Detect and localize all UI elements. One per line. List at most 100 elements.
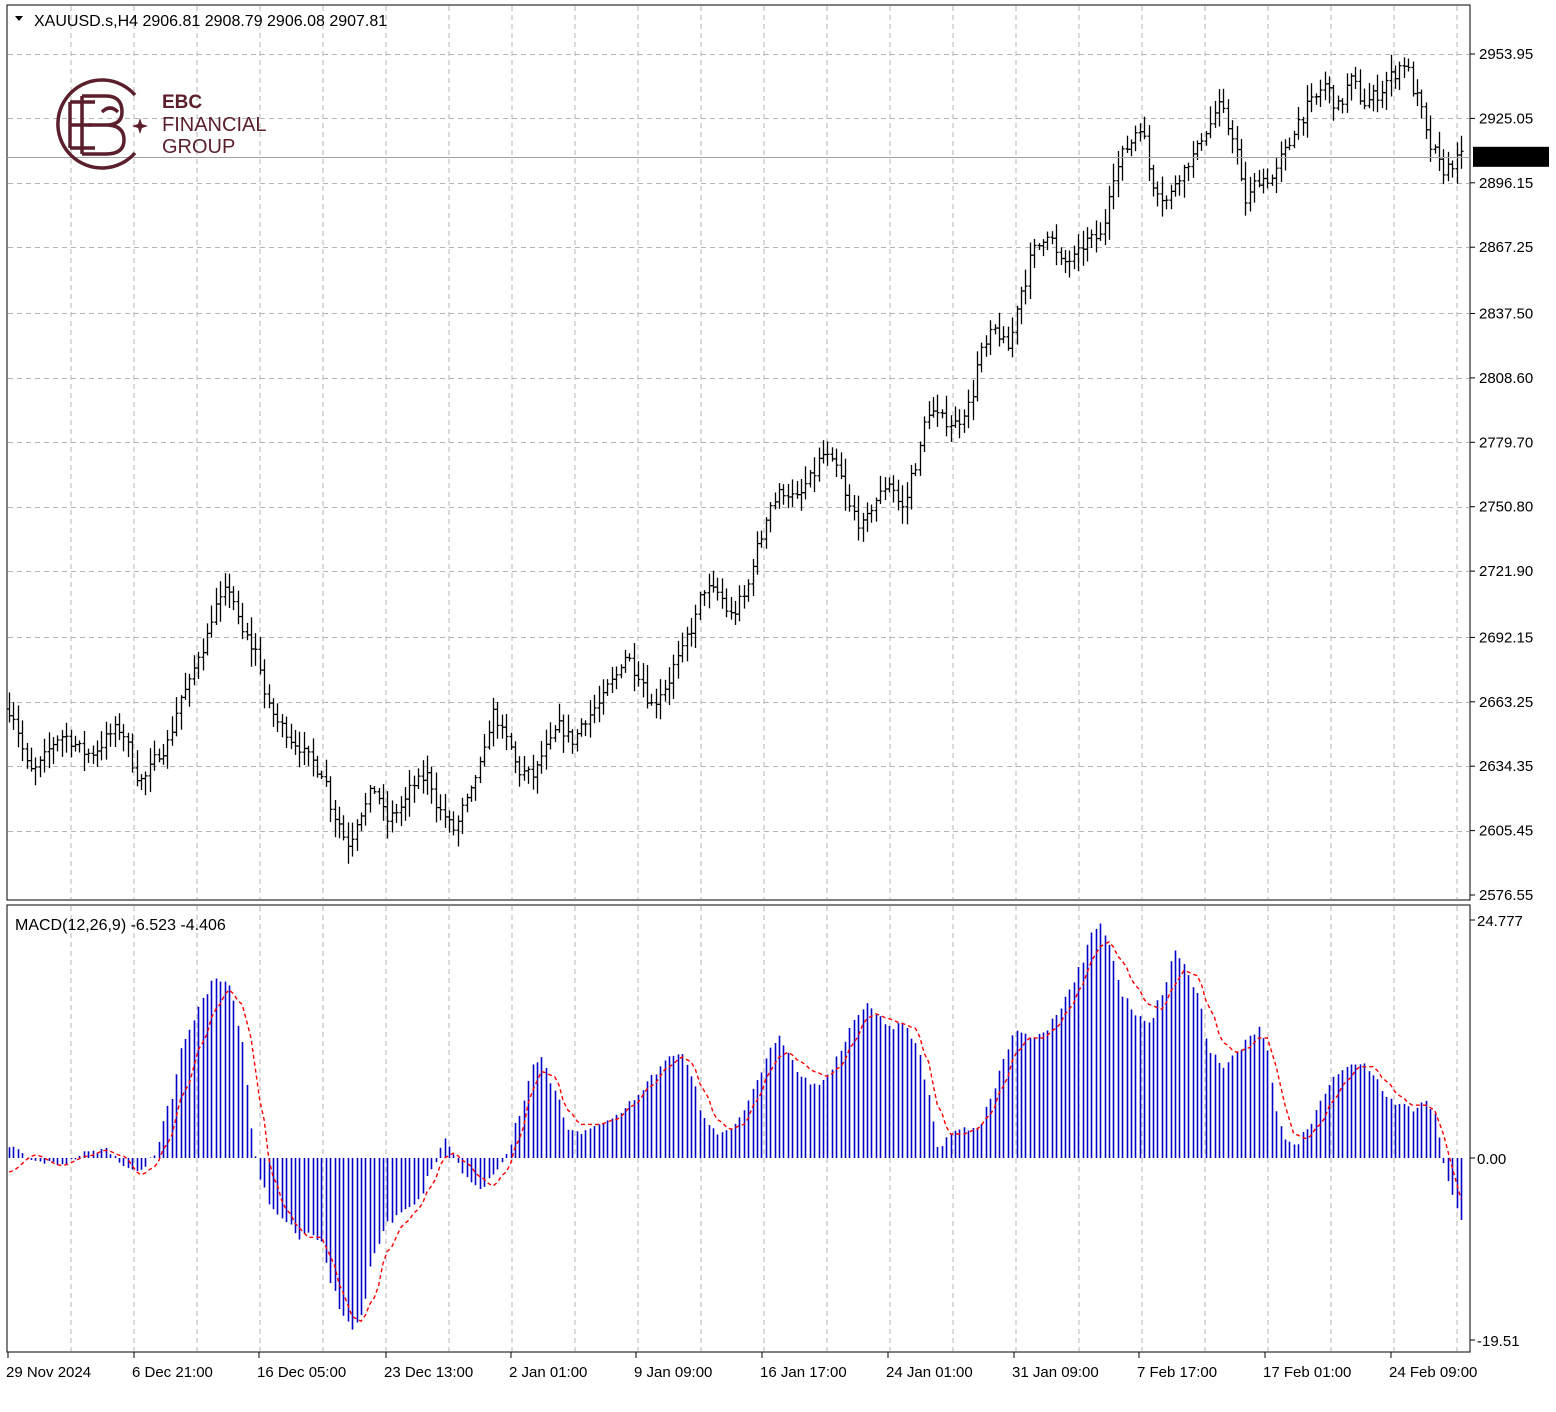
price-bars <box>7 54 1464 864</box>
price-bar <box>896 479 901 511</box>
sparkle-icon <box>132 118 148 134</box>
price-bar <box>1358 69 1363 105</box>
price-bar <box>583 720 588 737</box>
price-axis: 2953.95 2925.05 2896.15 2867.25 2837.50 2808.… <box>1470 46 1533 904</box>
price-bar <box>1173 175 1178 197</box>
macd-panel-frame <box>6 904 1471 1353</box>
price-bar <box>64 722 69 753</box>
price-bar <box>1411 61 1416 97</box>
price-bar <box>922 416 927 452</box>
time-tick-label: 31 Jan 09:00 <box>1012 1364 1099 1381</box>
price-bar <box>333 799 338 838</box>
price-bar <box>421 760 426 794</box>
price-bar <box>1331 84 1336 121</box>
price-bar <box>1336 95 1341 111</box>
price-bar <box>227 573 232 609</box>
price-bar <box>416 768 421 790</box>
price-bar <box>324 759 329 787</box>
price-bar <box>645 665 650 709</box>
price-bar <box>500 714 505 739</box>
price-bar <box>16 705 21 748</box>
price-bar <box>473 775 478 801</box>
price-bar <box>790 479 795 507</box>
price-bar <box>1450 160 1455 178</box>
price-bar <box>1089 229 1094 248</box>
price-bar <box>135 750 140 787</box>
price-bar <box>883 477 888 501</box>
price-bar <box>143 771 148 796</box>
price-bar <box>1279 141 1284 182</box>
price-bar <box>390 800 395 833</box>
price-bar <box>20 720 25 762</box>
price-bar <box>337 806 342 839</box>
price-bar <box>755 531 760 575</box>
price-bar <box>847 484 852 512</box>
price-bar <box>1186 162 1191 182</box>
price-bar <box>42 738 47 773</box>
price-bar <box>566 714 571 743</box>
price-bar <box>1045 231 1050 251</box>
price-bar <box>1169 184 1174 210</box>
price-bar <box>434 772 439 823</box>
time-tick-label: 17 Feb 01:00 <box>1263 1364 1351 1381</box>
price-bar <box>55 735 60 752</box>
price-bar <box>909 464 914 510</box>
price-bar <box>161 743 166 765</box>
price-bar <box>108 723 113 747</box>
price-bar <box>953 406 958 429</box>
price-bar <box>1107 185 1112 240</box>
price-bar <box>284 716 289 748</box>
price-bar <box>1375 74 1380 113</box>
price-bar <box>1138 123 1143 142</box>
price-bar <box>1239 138 1244 182</box>
price-bar <box>1191 141 1196 178</box>
price-bar <box>733 600 738 625</box>
price-bar <box>302 732 307 766</box>
symbol-header[interactable]: XAUUSD.s,H4 2906.81 2908.79 2906.08 2907… <box>15 13 387 30</box>
price-bar <box>1133 125 1138 152</box>
price-bar <box>1371 84 1376 112</box>
price-bar <box>262 659 267 709</box>
price-bar <box>808 470 813 488</box>
dropdown-triangle-icon[interactable] <box>15 16 23 21</box>
price-bar <box>1309 83 1314 113</box>
price-bar <box>1415 79 1420 107</box>
price-bar <box>205 623 210 656</box>
price-bar <box>513 741 518 774</box>
price-bar <box>495 701 500 739</box>
price-bar <box>949 415 954 442</box>
price-bar <box>1257 169 1262 188</box>
price-bar <box>553 725 558 743</box>
price-bar <box>412 775 417 803</box>
price-bar <box>1265 168 1270 189</box>
price-bar <box>605 679 610 696</box>
price-bar <box>121 724 126 752</box>
ebc-logo: EBC FINANCIAL GROUP <box>56 78 266 170</box>
macd-tick-label: 24.777 <box>1477 913 1523 930</box>
price-bar <box>940 409 945 419</box>
price-bar <box>319 770 324 780</box>
price-bar <box>403 787 408 821</box>
price-bar <box>38 756 43 778</box>
price-bar <box>689 617 694 647</box>
price-bar <box>751 558 756 597</box>
price-bar <box>676 640 681 679</box>
price-bar <box>1235 125 1240 165</box>
price-bar <box>975 351 980 402</box>
price-tick-label: 2663.25 <box>1479 694 1533 711</box>
price-bar <box>685 626 690 662</box>
price-bar <box>491 697 496 747</box>
price-bar <box>407 770 412 817</box>
price-bar <box>1023 269 1028 305</box>
price-bar <box>117 713 122 741</box>
price-bar <box>258 637 263 675</box>
price-bar <box>1292 130 1297 149</box>
price-bar <box>289 723 294 750</box>
price-bar <box>253 633 258 666</box>
price-bar <box>113 716 118 748</box>
price-bar <box>610 666 615 693</box>
price-bar <box>509 732 514 750</box>
ebc-emblem-icon <box>56 78 137 170</box>
price-bar <box>891 475 896 503</box>
price-bar <box>702 590 707 606</box>
